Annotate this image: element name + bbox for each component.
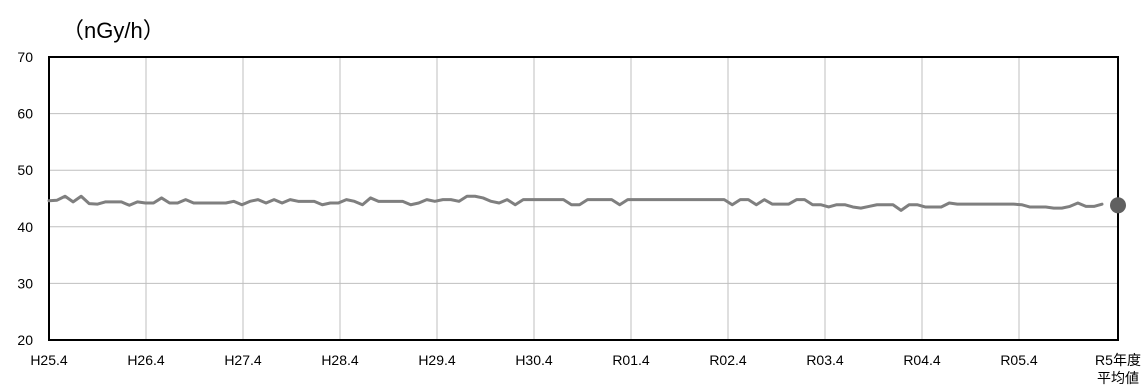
- y-tick-label: 60: [17, 106, 33, 122]
- series-layer: [47, 194, 1126, 214]
- x-tick-label: H26.4: [127, 352, 165, 368]
- x-tick-label: R03.4: [806, 352, 844, 368]
- y-tick-label: 30: [17, 275, 33, 291]
- series-line: [47, 194, 1104, 212]
- x-tick-label: H29.4: [418, 352, 456, 368]
- x-tick-label: R01.4: [612, 352, 650, 368]
- label-layer: 20 30 40 50 60 70 H25.4 H26.4 H27.4 H28.4 H29.4 H30…: [17, 49, 1141, 386]
- average-marker: [1110, 197, 1126, 214]
- average-label-line: R5年度: [1095, 352, 1141, 368]
- y-unit-label: （nGy/h）: [62, 18, 165, 43]
- y-tick-label: 50: [17, 162, 33, 178]
- grid-layer: [48, 56, 1119, 341]
- x-tick-label: R02.4: [709, 352, 747, 368]
- x-tick-label: H25.4: [30, 352, 68, 368]
- average-label-line: 平均値: [1097, 370, 1139, 386]
- x-tick-label: R05.4: [1000, 352, 1038, 368]
- x-tick-label: H27.4: [224, 352, 262, 368]
- x-tick-label: H30.4: [515, 352, 553, 368]
- x-tick-label: H28.4: [321, 352, 359, 368]
- y-tick-label: 40: [17, 219, 33, 235]
- y-tick-label: 70: [17, 49, 33, 65]
- y-tick-label: 20: [17, 332, 33, 348]
- x-tick-label: R04.4: [903, 352, 941, 368]
- plot-frame: [48, 56, 1119, 341]
